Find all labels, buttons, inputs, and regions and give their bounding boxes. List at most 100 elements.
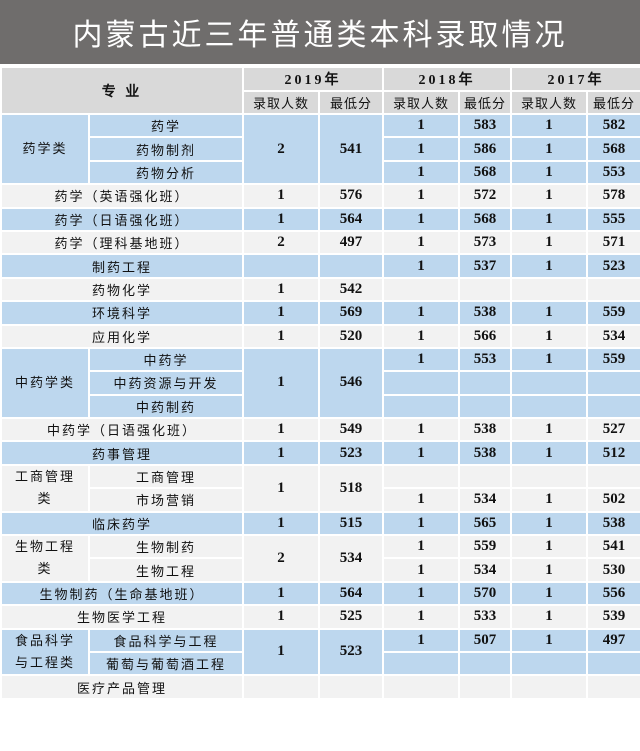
table-row: 市场营销 1 534 1 502	[1, 487, 640, 513]
min-score-2019: 564	[318, 580, 384, 607]
count-2018: 1	[382, 229, 460, 256]
count-2019: 1	[242, 276, 320, 303]
min-score-2019: 525	[318, 604, 384, 630]
header-min: 最低分	[458, 90, 512, 115]
table-row: 中药资源与开发	[1, 370, 640, 396]
min-score-2019: 564	[318, 206, 384, 232]
min-score-2017: 512	[586, 440, 640, 466]
table-row: 药事管理 1 523 1 538 1 512	[0, 440, 640, 466]
min-score-2019: 497	[318, 229, 384, 256]
count-2018: 1	[382, 323, 460, 349]
header-year-2018: 2018年	[382, 66, 512, 92]
count-2017	[510, 674, 588, 700]
major-name: 工商管理	[88, 463, 244, 490]
major-name: 药物制剂	[88, 136, 244, 162]
min-score-2017: 502	[586, 487, 640, 513]
min-score-2017: 582	[586, 112, 640, 139]
count-2017	[510, 463, 588, 490]
major-name: 生物制药（生命基地班）	[0, 580, 244, 607]
min-score-2018: 573	[458, 229, 512, 256]
min-score-2017: 556	[586, 580, 640, 607]
table-row: 应用化学 1 520 1 566 1 534	[0, 323, 640, 349]
count-2018: 1	[382, 534, 460, 560]
min-score-2019: 523	[318, 627, 384, 677]
min-score-2017: 530	[586, 557, 640, 583]
min-score-2018: 533	[458, 604, 512, 630]
min-score-2019: 523	[318, 440, 384, 466]
min-score-2018	[458, 650, 512, 677]
min-score-2017	[586, 463, 640, 490]
min-score-2017	[586, 370, 640, 396]
count-2018: 1	[382, 136, 460, 162]
major-name: 药事管理	[0, 440, 244, 466]
min-score-2017: 553	[586, 159, 640, 186]
major-name: 药学（理科基地班）	[0, 229, 244, 256]
count-2017: 1	[510, 253, 588, 279]
major-name: 葡萄与葡萄酒工程	[88, 650, 244, 677]
table-row: 药物化学 1 542	[0, 276, 640, 303]
count-2018: 1	[382, 487, 460, 513]
count-2019: 1	[242, 463, 320, 513]
min-score-2017: 578	[586, 183, 640, 209]
min-score-2017: 541	[586, 534, 640, 560]
major-name: 生物医学工程	[0, 604, 244, 630]
count-2017: 1	[510, 136, 588, 162]
header-row-years: 专 业 2019年 2018年 2017年	[0, 66, 640, 115]
major-name: 药物分析	[88, 159, 244, 186]
table-row: 工商管理类 工商管理 1 518	[0, 463, 640, 513]
count-2017: 1	[510, 557, 588, 583]
min-score-2017: 523	[586, 253, 640, 279]
min-score-2017: 559	[586, 346, 640, 373]
count-2019: 1	[242, 183, 320, 209]
group-name: 食品科学与工程类	[0, 627, 90, 677]
header-min: 最低分	[318, 90, 384, 115]
table-row: 生物医学工程 1 525 1 533 1 539	[0, 604, 640, 630]
min-score-2019: 542	[318, 276, 384, 303]
major-name: 环境科学	[0, 300, 244, 326]
count-2019: 1	[242, 604, 320, 630]
table-row: 生物工程类 生物制药 2 534 1 559 1 541	[0, 534, 640, 583]
table-row: 中药学类 中药学 1 546 1 553 1 559	[0, 346, 640, 420]
count-2018: 1	[382, 417, 460, 443]
count-2017: 1	[510, 300, 588, 326]
count-2019: 1	[242, 627, 320, 677]
major-name: 中药学（日语强化班）	[0, 417, 244, 443]
table-row: 药学（理科基地班） 2 497 1 573 1 571	[0, 229, 640, 256]
min-score-2018	[458, 276, 512, 303]
header-count: 录取人数	[242, 90, 320, 115]
header-year-2019: 2019年	[242, 66, 384, 92]
count-2018	[382, 650, 460, 677]
table-row: 药学（英语强化班） 1 576 1 572 1 578	[0, 183, 640, 209]
major-name: 应用化学	[0, 323, 244, 349]
count-2017: 1	[510, 346, 588, 373]
count-2019: 1	[242, 300, 320, 326]
table-row: 药学类 药学 2 541 1 583 1 582	[0, 112, 640, 186]
min-score-2018: 566	[458, 323, 512, 349]
count-2018	[382, 393, 460, 420]
min-score-2018	[458, 463, 512, 490]
header-count: 录取人数	[382, 90, 460, 115]
min-score-2018: 559	[458, 534, 512, 560]
min-score-2017: 497	[586, 627, 640, 654]
min-score-2018: 538	[458, 440, 512, 466]
count-2019	[242, 674, 320, 700]
min-score-2018: 537	[458, 253, 512, 279]
count-2018: 1	[382, 510, 460, 537]
count-2017: 1	[510, 112, 588, 139]
table-row: 药物分析 1 568 1 553	[1, 159, 640, 186]
group-name: 工商管理类	[0, 463, 90, 513]
min-score-2018	[458, 393, 512, 420]
major-name: 药物化学	[0, 276, 244, 303]
count-2019: 2	[242, 112, 320, 186]
min-score-2018: 568	[458, 206, 512, 232]
count-2017	[510, 276, 588, 303]
min-score-2018: 586	[458, 136, 512, 162]
count-2018: 1	[382, 300, 460, 326]
table-row: 生物工程 1 534 1 530	[1, 557, 640, 583]
count-2019: 2	[242, 534, 320, 583]
table-row: 药学（日语强化班） 1 564 1 568 1 555	[0, 206, 640, 232]
min-score-2019: 549	[318, 417, 384, 443]
count-2017: 1	[510, 604, 588, 630]
major-name: 药学（英语强化班）	[0, 183, 244, 209]
min-score-2019: 518	[318, 463, 384, 513]
